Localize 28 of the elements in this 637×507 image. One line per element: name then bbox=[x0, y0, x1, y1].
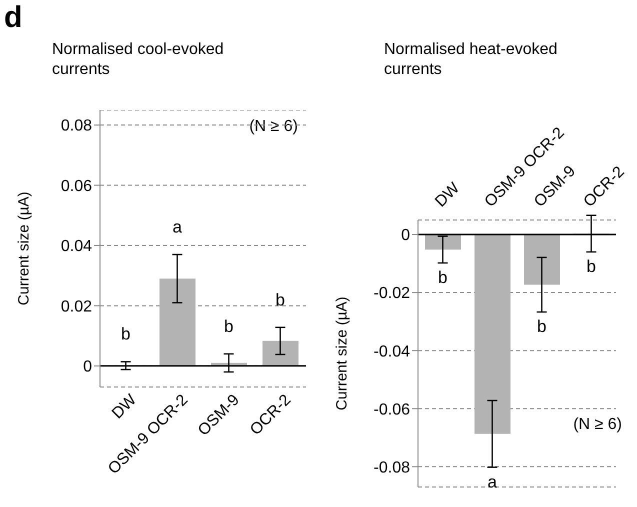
chart-subtitle: Normalised cool-evoked currents bbox=[52, 40, 225, 80]
annotation: b bbox=[276, 290, 285, 310]
x-tick-label: DW bbox=[432, 179, 464, 211]
y-axis-title: Current size (µA) bbox=[333, 296, 350, 410]
annotation: b bbox=[438, 268, 448, 288]
bar bbox=[262, 340, 298, 366]
y-tick-label: 0.04 bbox=[60, 238, 92, 256]
y-tick-label: -0.08 bbox=[374, 459, 410, 476]
y-tick-label: 0.08 bbox=[60, 118, 92, 135]
y-tick-label: 0.06 bbox=[60, 178, 92, 195]
annotation: a bbox=[172, 218, 183, 237]
y-tick-label: 0.02 bbox=[60, 298, 92, 316]
y-tick-label: -0.06 bbox=[374, 401, 410, 418]
annotation: b bbox=[537, 317, 546, 336]
annotation: b bbox=[224, 316, 234, 336]
bar bbox=[160, 278, 196, 366]
y-tick-label: -0.02 bbox=[374, 285, 410, 302]
chart-subtitle: Normalised heat-evoked currents bbox=[384, 40, 558, 80]
annotation: b bbox=[586, 256, 596, 276]
chart-title: d bbox=[4, 0, 22, 36]
x-tick-label: DW bbox=[109, 390, 141, 422]
y-tick-label: 0 bbox=[83, 358, 92, 376]
annotation: (N ≥ 6) bbox=[573, 416, 622, 434]
y-tick-label: -0.04 bbox=[374, 343, 410, 360]
y-tick-label: 0 bbox=[401, 227, 410, 244]
annotation: b bbox=[121, 324, 130, 344]
y-axis-title: Current size (µA) bbox=[15, 192, 32, 306]
annotation: a bbox=[488, 472, 498, 492]
